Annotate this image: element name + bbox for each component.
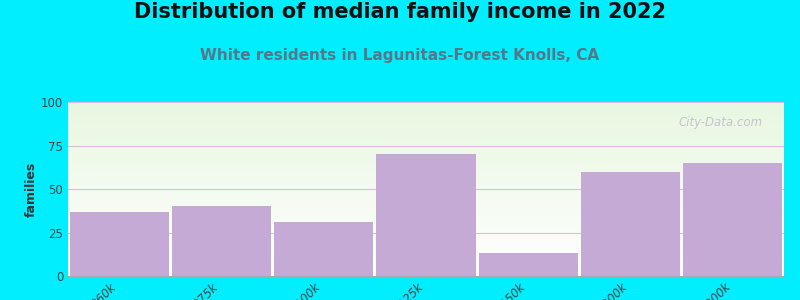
Text: Distribution of median family income in 2022: Distribution of median family income in … <box>134 2 666 22</box>
Bar <box>376 154 476 276</box>
Y-axis label: families: families <box>25 161 38 217</box>
Bar <box>478 254 578 276</box>
Bar <box>581 172 680 276</box>
Bar <box>172 206 271 276</box>
Text: White residents in Lagunitas-Forest Knolls, CA: White residents in Lagunitas-Forest Knol… <box>201 48 599 63</box>
Bar <box>683 163 782 276</box>
Text: City-Data.com: City-Data.com <box>678 116 762 129</box>
Bar <box>70 212 169 276</box>
Bar <box>274 222 374 276</box>
